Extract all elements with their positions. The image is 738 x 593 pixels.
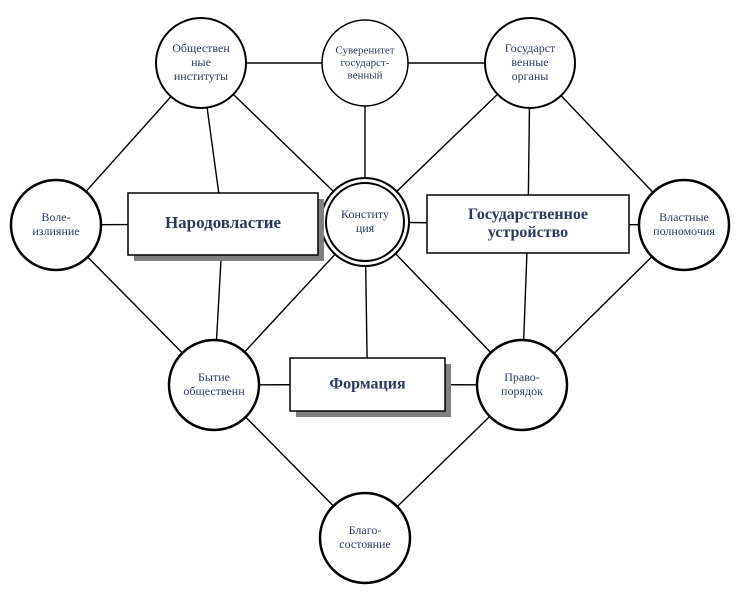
concept-network-diagram: Общественныеинституты Суверенитетгосударс… (0, 0, 738, 593)
node-social_inst: Общественныеинституты (156, 18, 246, 108)
edge-constitution-formation (366, 261, 367, 358)
node-sovereignty: Суверенитетгосударст-венный (322, 20, 408, 106)
edge-powers-law_order (554, 257, 652, 354)
node-powers: Властныеполномочия (639, 180, 729, 270)
edge-being-welfare (246, 417, 334, 506)
edge-constitution-being (245, 251, 339, 352)
node-being: Бытиеобщественн (169, 340, 259, 430)
edge-democracy-being (217, 255, 222, 340)
edge-constitution-law_order (392, 250, 491, 352)
node-state_struct: Государственноеустройство (427, 195, 629, 253)
label-law_order: Право-порядок (501, 370, 543, 398)
edge-social_inst-constitution (233, 94, 337, 195)
nodes-layer: Общественныеинституты Суверенитетгосударс… (11, 18, 729, 583)
edges-layer (86, 63, 653, 507)
node-will: Воле-излияние (11, 180, 101, 270)
node-state_bodies: Государственныеорганы (485, 18, 575, 108)
node-constitution: Конституция (321, 178, 409, 266)
edge-state_bodies-state_struct (528, 108, 529, 195)
edge-social_inst-will (86, 97, 171, 192)
node-democracy: Народовластие (128, 193, 324, 261)
edge-state_bodies-constitution (393, 94, 498, 195)
edge-state_struct-law_order (524, 253, 527, 340)
edge-law_order-welfare (397, 416, 490, 506)
node-law_order: Право-порядок (477, 340, 567, 430)
node-formation: Формация (290, 358, 451, 417)
label-democracy: Народовластие (165, 213, 282, 232)
label-formation: Формация (329, 375, 406, 392)
label-powers: Властныеполномочия (653, 210, 715, 238)
edge-will-being (88, 257, 183, 353)
edge-social_inst-democracy (207, 108, 219, 193)
edge-state_bodies-powers (561, 96, 653, 193)
node-welfare: Благо-состояние (320, 493, 410, 583)
label-state_bodies: Государственныеорганы (505, 41, 556, 83)
